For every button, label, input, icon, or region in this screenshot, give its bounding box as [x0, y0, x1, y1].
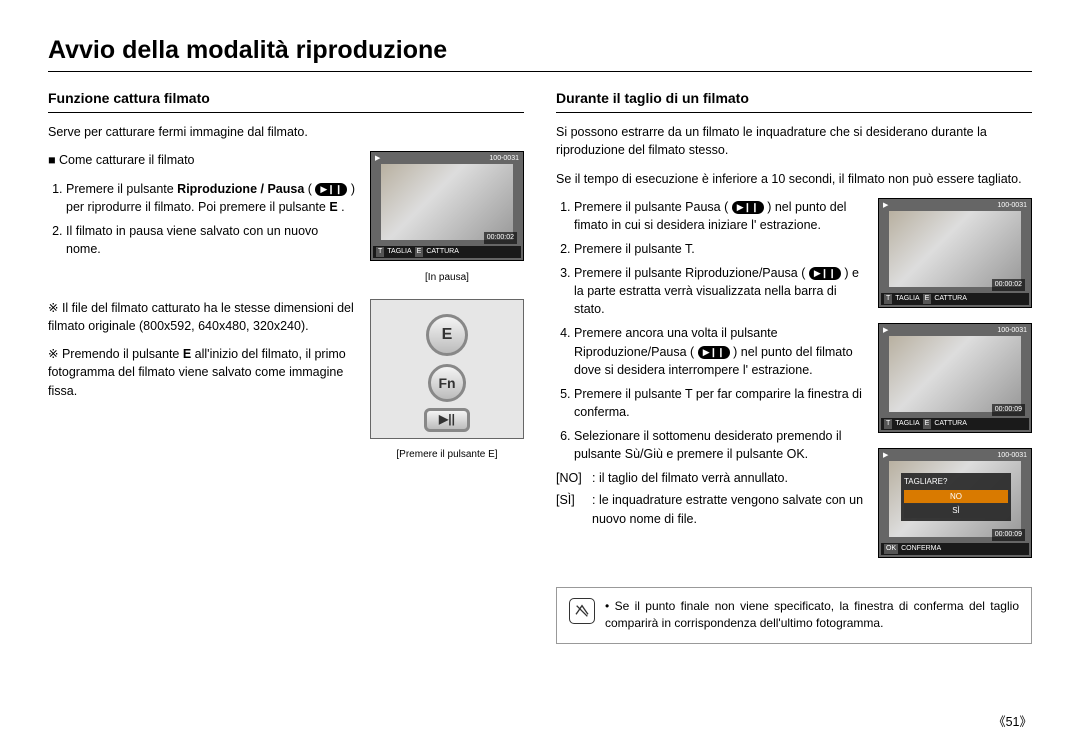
screenshot-paused: ▶100-0031 00:00:02 TTAGLIA ECATTURA [370, 151, 524, 261]
left-note-1: Il file del filmato catturato ha le stes… [48, 299, 356, 335]
right-intro-1: Si possono estrarre da un filmato le inq… [556, 123, 1032, 159]
title-rule [48, 71, 1032, 72]
info-icon [569, 598, 595, 624]
screenshot-trim-b: ▶100-0031 00:00:09 TTAGLIA ECATTURA [878, 323, 1032, 433]
screenshot-trim-a: ▶100-0031 00:00:02 TTAGLIA ECATTURA [878, 198, 1032, 308]
left-step-2: Il filmato in pausa viene salvato con un… [66, 222, 356, 258]
left-column: Funzione cattura filmato Serve per cattu… [48, 88, 524, 644]
caption-paused: [In pausa] [370, 271, 524, 286]
caption-press-e: [Premere il pulsante E] [370, 448, 524, 463]
play-pause-icon: ▶❙❙ [315, 183, 347, 196]
play-pause-icon: ▶❙❙ [698, 346, 730, 359]
page-title: Avvio della modalità riproduzione [48, 36, 1032, 65]
left-subhead: Funzione cattura filmato [48, 88, 524, 113]
left-intro: Serve per catturare fermi immagine dal f… [48, 123, 524, 141]
camera-e-button-icon: E [426, 314, 468, 356]
def-no: [NO]: il taglio del filmato verrà annull… [556, 469, 864, 487]
left-note-2: Premendo il pulsante E all'inizio del fi… [48, 345, 356, 399]
play-pause-icon: ▶❙❙ [809, 267, 841, 280]
note-box: • Se il punto finale non viene specifica… [556, 587, 1032, 644]
camera-fn-button-icon: Fn [428, 364, 466, 402]
trim-dialog: TAGLIARE? NO SÌ [901, 473, 1011, 521]
left-step-1: Premere il pulsante Riproduzione / Pausa… [66, 180, 356, 216]
right-column: Durante il taglio di un filmato Si posso… [556, 88, 1032, 644]
def-si: [SÌ]: le inquadrature estratte vengono s… [556, 491, 864, 527]
note-text: • Se il punto finale non viene specifica… [605, 598, 1019, 633]
right-intro-2: Se il tempo di esecuzione è inferiore a … [556, 170, 1032, 188]
page-number: 《51》 [993, 711, 1032, 730]
right-subhead: Durante il taglio di un filmato [556, 88, 1032, 113]
play-pause-icon: ▶❙❙ [732, 201, 764, 214]
camera-illustration: E Fn ▶|| [370, 299, 524, 439]
howto-heading: Come catturare il filmato [48, 151, 356, 169]
screenshot-trim-confirm: ▶100-0031 TAGLIARE? NO SÌ 00:00:09 OKCON… [878, 448, 1032, 558]
camera-play-button-icon: ▶|| [424, 408, 470, 432]
